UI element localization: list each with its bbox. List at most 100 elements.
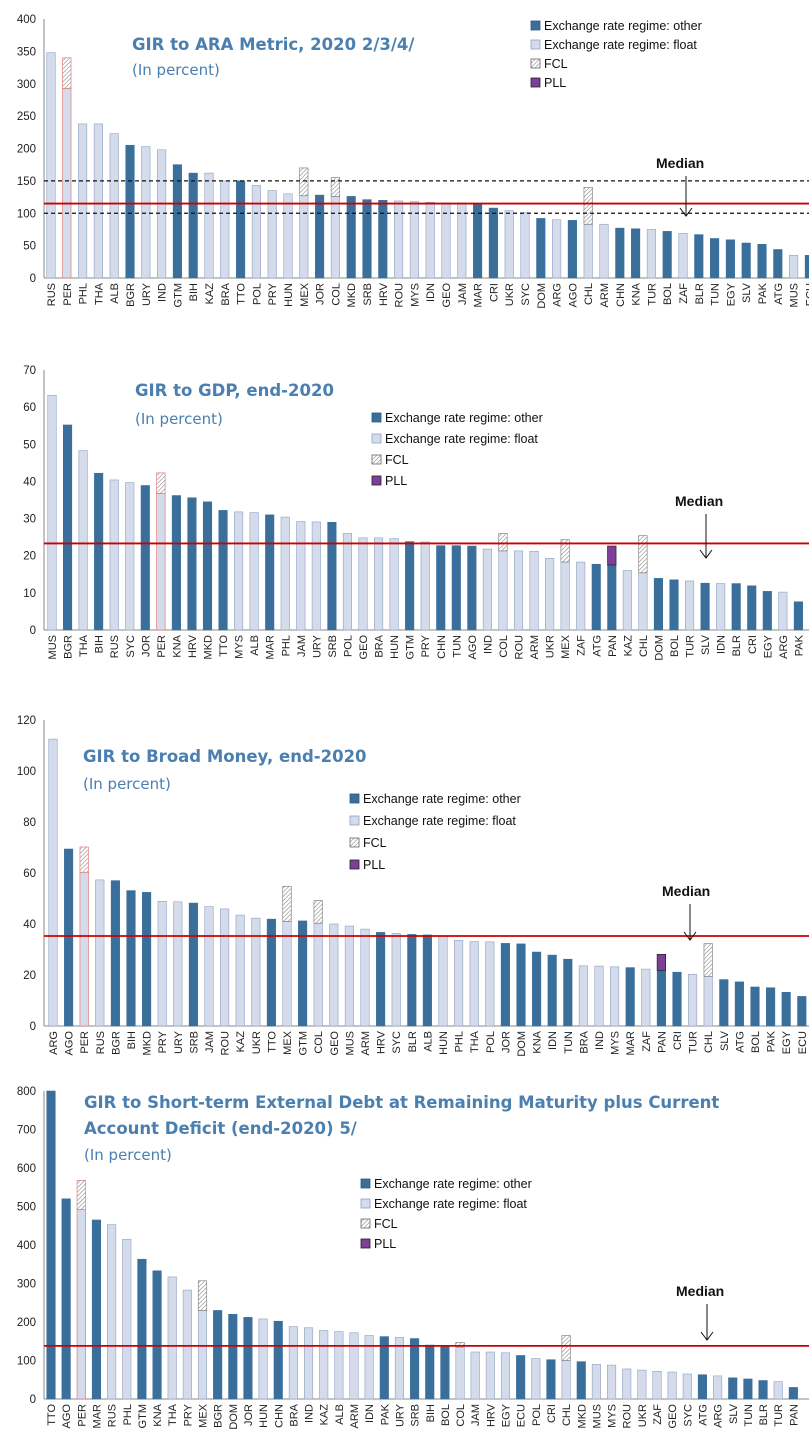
bar-jor [140,485,150,631]
fcl-bar-chl [638,535,648,574]
legend-other-swatch [360,1178,371,1189]
x-tick-label: ALB [334,1404,346,1425]
x-tick-label: KAZ [319,1404,331,1426]
x-tick-label: KNA [152,1403,164,1426]
x-tick-label: MYS [409,283,421,307]
median-arrow-head [700,1331,714,1341]
bar-jor [243,1317,253,1400]
x-tick-label: GTM [172,283,184,307]
x-tick-label: ZAF [576,635,588,656]
chart-subtitle: (In percent) [135,410,223,428]
x-tick-label: RUS [95,1031,107,1054]
x-tick-label: MEX [299,282,311,307]
x-tick-label: CHL [703,1031,715,1053]
legend-other-label: Exchange rate regime: other [374,1177,532,1191]
x-tick-label: HRV [485,1403,497,1427]
chart-title: Account Deficit (end-2020) 5/ [84,1119,358,1138]
x-tick-label: IDN [364,1404,376,1423]
legend-float-label: Exchange rate regime: float [374,1197,527,1211]
bar-srb [188,902,198,1027]
x-tick-label: SLV [728,1403,740,1424]
x-tick-label: BLR [407,1031,419,1052]
bar-geo [329,923,339,1027]
x-tick-label: ECU [797,1031,809,1054]
x-tick-label: BIH [126,1031,138,1049]
bar-alb [422,934,432,1027]
chart-title: GIR to ARA Metric, 2020 2/3/4/ [132,35,415,54]
x-tick-label: PAN [788,1404,800,1426]
fcl-bar-per [62,57,72,89]
bar-bgr [62,424,73,631]
x-tick-label: URY [311,634,323,658]
x-tick-label: CHN [273,1404,285,1428]
x-tick-label: EGY [501,1403,513,1427]
bar-bol [662,231,672,279]
chart-subtitle: (In percent) [132,61,220,79]
median-arrow-head [699,549,713,559]
x-tick-label: PHL [454,1031,466,1052]
x-tick-label: BLR [694,283,706,304]
bar-egy [781,992,791,1027]
bar-mus [344,925,354,1027]
median-arrow-head [679,207,693,217]
bar-kna [152,1270,162,1400]
bar-dom [536,218,546,279]
fcl-bar-col [330,177,340,197]
bar-bol [750,986,760,1027]
bar-ury [311,521,321,631]
bar-atg [591,563,601,631]
fcl-bar-col [455,1342,465,1348]
bar-gtm [172,164,182,279]
bar-alb [334,1331,344,1400]
x-tick-label: ROU [220,1031,232,1056]
bar-idn [547,954,557,1027]
x-tick-label: PAK [757,282,769,304]
bar-alb [109,133,119,279]
x-tick-label: JOR [243,1404,255,1426]
x-tick-label: HUN [283,283,295,307]
x-tick-label: UKR [251,1031,263,1054]
y-tick-label: 50 [23,241,36,253]
y-tick-label: 800 [17,1086,36,1098]
bar-hrv [187,497,197,631]
bar-mys [409,201,419,279]
x-tick-label: CHN [615,283,627,307]
chart-gir-broad-money-svg: 0 20 40 60 80 100 120 ARG AGO PER RUS BGR BIH MKD PRY U… [17,715,809,1057]
x-tick-label: MYS [234,635,246,659]
legend-pll-label: PLL [374,1237,396,1251]
bar-kaz [319,1330,329,1400]
bar-hrv [376,932,386,1027]
bar-mkd [202,501,213,631]
x-tick-label: ATG [591,635,603,657]
bar-col [313,922,323,1027]
x-tick-label: TUR [773,1404,785,1427]
bar-bgr [213,1310,223,1400]
y-tick-label: 0 [30,625,36,637]
x-tick-label: PRY [267,282,279,305]
bar-jor [315,194,325,279]
bar-tun [451,545,461,631]
x-tick-label: SRB [362,283,374,306]
x-tick-label: BIH [188,283,200,301]
legend-float-label: Exchange rate regime: float [544,38,697,52]
bar-ukr [251,917,261,1027]
x-tick-label: BOL [440,1404,452,1426]
x-tick-label: ARM [529,635,541,659]
bar-pol [485,941,495,1027]
bar-egy [725,239,735,279]
bar-bgr [125,144,135,279]
x-tick-label: CRI [488,283,500,302]
x-tick-label: BGR [110,1031,122,1055]
x-tick-label: TUN [710,283,722,306]
bar-chl [638,572,648,631]
bar-tha [167,1276,177,1400]
bar-mex [299,195,309,279]
x-tick-label: MUS [591,1404,603,1428]
y-tick-label: 30 [23,514,36,526]
bar-rou [220,908,230,1027]
bar-pry [157,901,167,1027]
bar-cri [488,207,498,279]
legend-other-label: Exchange rate regime: other [363,792,521,806]
bar-mar [265,514,275,631]
fcl-bar-chl [583,187,593,225]
